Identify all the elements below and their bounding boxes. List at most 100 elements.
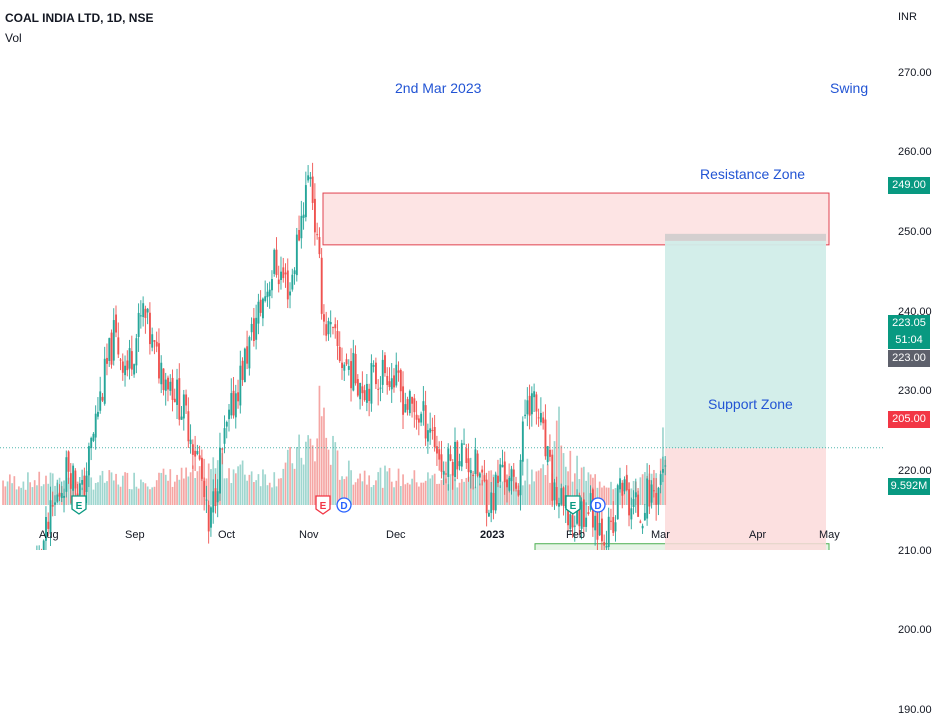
volume-bar [413, 470, 416, 505]
volume-bar [571, 481, 574, 505]
candle-body [207, 505, 210, 532]
candle-body [176, 379, 179, 405]
price-tick-label: 270.00 [898, 66, 932, 79]
candle-body [512, 469, 515, 477]
candle-body [429, 428, 432, 433]
candle-body [72, 465, 75, 491]
dividend-marker-icon[interactable]: D [336, 497, 352, 513]
candle-body [121, 361, 124, 373]
volume-bar [343, 479, 346, 505]
candle-body [334, 324, 337, 329]
candle-body [203, 480, 206, 498]
volume-bar [524, 480, 526, 505]
candle-body [481, 469, 484, 473]
symbol-title: COAL INDIA LTD, 1D, NSE [5, 11, 154, 25]
candle-body [239, 365, 242, 406]
target-zone [665, 240, 826, 449]
candle-body [194, 450, 197, 457]
volume-bar [94, 482, 97, 505]
volume-bar [431, 475, 434, 505]
candle-body [225, 422, 228, 427]
candle-body [223, 428, 226, 444]
volume-bar [259, 486, 262, 505]
volume-bar [194, 478, 196, 505]
candle-body [451, 461, 454, 476]
candle-body [365, 383, 368, 403]
volume-bar [345, 476, 348, 505]
dividend-marker-icon[interactable]: D [590, 497, 606, 513]
candle-body [142, 303, 145, 318]
volume-bar [22, 481, 25, 505]
candle-body [476, 453, 479, 476]
volume-bar [463, 481, 465, 505]
volume-bar [268, 482, 271, 505]
candle-body [85, 475, 88, 492]
volume-bar [262, 469, 264, 505]
candle-body [158, 343, 160, 379]
candle-body [634, 492, 637, 498]
volume-bar [36, 485, 38, 505]
candle-body [243, 348, 246, 383]
earnings-marker-icon[interactable]: E [315, 495, 331, 515]
volume-bar [255, 480, 258, 505]
candle-body [503, 461, 506, 483]
candle-body [219, 447, 221, 494]
candle-body [101, 396, 104, 401]
volume-bar [24, 489, 27, 505]
volume-bar [555, 420, 558, 505]
volume-bar [164, 474, 167, 505]
volume-bar [284, 462, 287, 505]
volume-bar [546, 464, 549, 505]
volume-bar [286, 449, 289, 505]
candle-body [501, 464, 504, 468]
support-zone-label[interactable]: Support Zone [708, 396, 793, 412]
volume-bar [612, 489, 615, 505]
price-tick-label: 190.00 [898, 704, 932, 716]
candle-body [497, 475, 499, 484]
swing-annotation[interactable]: Swing [830, 80, 869, 96]
candle-body [623, 479, 626, 492]
volume-bar [384, 465, 386, 505]
volume-bar [341, 476, 343, 505]
resistance-zone-label[interactable]: Resistance Zone [700, 166, 806, 182]
volume-bar [540, 468, 542, 505]
candle-body [277, 279, 280, 285]
volume-bar [183, 478, 185, 505]
volume-bar [607, 487, 610, 505]
volume-bar [210, 469, 212, 505]
volume-bar [433, 473, 436, 505]
event-marker-letter: E [76, 501, 83, 512]
candle-body [180, 416, 183, 420]
volume-bar [149, 489, 151, 505]
volume-bar [155, 480, 158, 505]
candle-body [196, 450, 199, 455]
volume-bar [460, 479, 463, 505]
volume-bar [587, 472, 590, 505]
volume-bar [522, 485, 524, 505]
earnings-marker-icon[interactable]: E [565, 495, 581, 515]
candle-body [139, 315, 142, 317]
volume-bar [228, 468, 230, 505]
earnings-marker-icon[interactable]: E [71, 495, 87, 515]
position-handle [665, 233, 826, 241]
volume-bar [596, 487, 599, 505]
volume-bar [467, 476, 470, 505]
candle-body [485, 480, 488, 514]
volume-bar [395, 480, 398, 505]
volume-bar [246, 480, 248, 505]
time-tick-label: Mar [651, 529, 670, 541]
candle-body [530, 393, 533, 415]
candle-body [336, 330, 339, 347]
candle-body [350, 361, 353, 389]
volume-bar [603, 485, 606, 505]
volume-bar [20, 487, 22, 505]
candle-body [499, 464, 502, 482]
date-annotation[interactable]: 2nd Mar 2023 [395, 80, 482, 96]
candle-body [569, 514, 572, 529]
volume-bar [379, 467, 382, 505]
price-tick-label: 230.00 [898, 385, 932, 398]
candle-body [576, 502, 579, 524]
volume-bar [465, 477, 468, 505]
volume-bar [580, 467, 583, 505]
